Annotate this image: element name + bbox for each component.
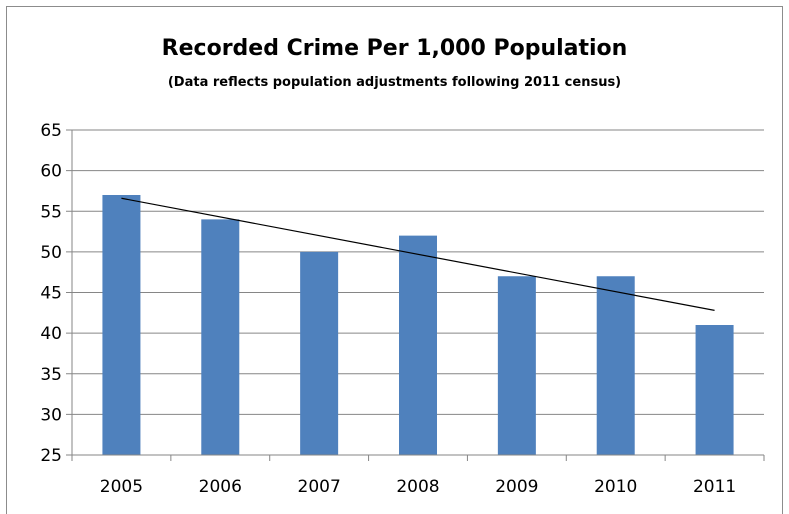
trendline	[121, 197, 715, 311]
x-tick-label: 2009	[495, 477, 538, 497]
y-tick-label: 30	[40, 405, 62, 425]
y-tick-label: 40	[40, 324, 62, 344]
y-tick-labels: 25 30 35 40 45 50 55 60 65	[40, 121, 62, 466]
bar	[201, 219, 240, 455]
bar	[695, 325, 734, 455]
y-tick-label: 25	[40, 446, 62, 466]
x-tick-label: 2008	[396, 477, 439, 497]
y-tick-label: 35	[40, 365, 62, 385]
y-tick-label: 50	[40, 243, 62, 263]
bar	[497, 276, 536, 455]
bar	[102, 195, 141, 455]
x-tick-label: 2011	[693, 477, 736, 497]
x-tick-labels: 2005 2006 2007 2008 2009 2010 2011	[100, 477, 736, 497]
y-tick-label: 45	[40, 284, 62, 304]
bars	[102, 195, 734, 455]
x-tick-label: 2006	[199, 477, 242, 497]
x-tick-label: 2010	[594, 477, 637, 497]
linear-trendline	[121, 197, 715, 311]
bar	[596, 276, 635, 455]
chart-subtitle: (Data reflects population adjustments fo…	[167, 75, 622, 90]
y-tick-label: 55	[40, 202, 62, 222]
bar	[300, 251, 339, 455]
y-tick-label: 65	[40, 121, 62, 141]
axes	[71, 130, 765, 461]
x-tick-label: 2007	[298, 477, 341, 497]
x-tick-label: 2005	[100, 477, 143, 497]
bar	[399, 235, 437, 455]
y-tick-label: 60	[40, 162, 62, 182]
chart-title: Recorded Crime Per 1,000 Population	[161, 36, 628, 61]
